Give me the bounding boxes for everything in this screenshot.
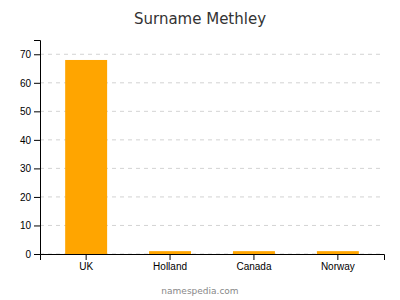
y-tick-mark [34,140,40,141]
y-tick-label: 60 [20,78,32,89]
x-tick-label: Canada [236,261,271,272]
x-tick: Canada [236,254,271,272]
x-axis: UK Holland Canada Norway [41,254,385,272]
y-tick: 50 [20,106,40,117]
bars [65,60,359,254]
bar [65,60,107,254]
y-tick-mark [34,225,40,226]
y-tick-mark [34,254,40,255]
y-tick: 70 [20,49,40,60]
chart: 0 10 20 30 40 50 60 70 UK Holland Canada Norway Surn… [0,0,400,300]
annotation: namespedia.com [161,286,238,296]
x-tick-label: UK [79,261,93,272]
x-tick-label: Holland [153,261,187,272]
bar [149,251,191,254]
y-tick-label: 30 [20,163,32,174]
y-tick-mark [34,111,40,112]
x-tick-label: Norway [321,261,355,272]
x-axis-line [41,255,385,261]
x-tick: Norway [321,254,355,272]
x-tick-mark [170,254,171,260]
x-tick-mark [253,254,254,260]
y-tick-label: 50 [20,106,32,117]
y-tick: 60 [20,78,40,89]
y-tick-mark [34,168,40,169]
y-tick-label: 70 [20,49,32,60]
y-tick-label: 10 [20,220,32,231]
y-tick-mark [34,197,40,198]
title: Surname Methley [134,10,266,28]
y-tick: 10 [20,220,40,231]
y-tick: 30 [20,163,40,174]
plot: 0 10 20 30 40 50 60 70 UK Holland Canada Norway [20,41,385,273]
y-tick: 40 [20,135,40,146]
y-tick-label: 40 [20,135,32,146]
y-tick-mark [34,83,40,84]
x-tick-mark [337,254,338,260]
grid [40,54,384,254]
bar [317,251,359,254]
y-tick-label: 0 [25,249,31,260]
y-axis: 0 10 20 30 40 50 60 70 [20,41,41,260]
y-tick-mark [34,54,40,55]
x-tick: UK [79,254,93,272]
y-tick: 0 [25,249,40,260]
grid-line [40,54,384,55]
x-tick: Holland [153,254,187,272]
x-tick-mark [86,254,87,260]
y-axis-line [34,41,41,255]
y-tick: 20 [20,192,40,203]
y-tick-label: 20 [20,192,32,203]
bar [233,251,275,254]
